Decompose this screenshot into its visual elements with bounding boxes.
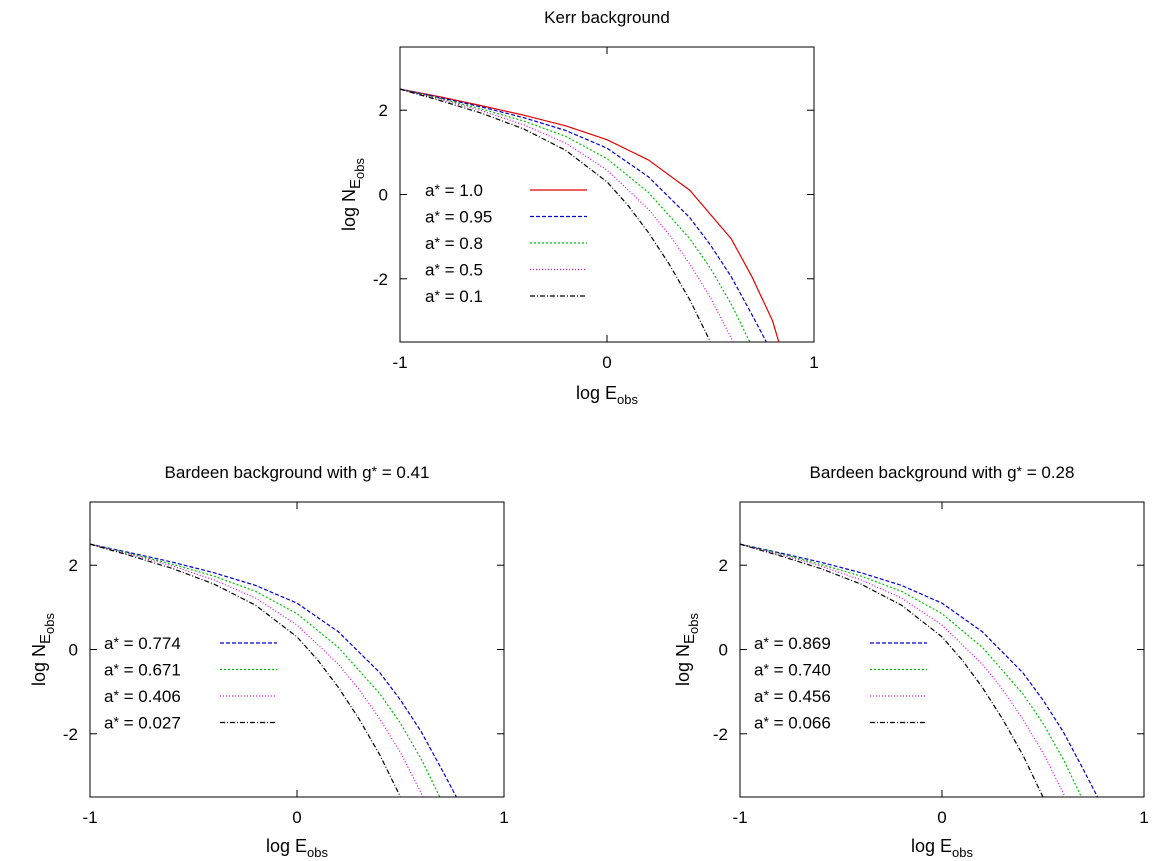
legend-label-3: a* = 0.027 bbox=[104, 714, 181, 733]
legend-label-1: a* = 0.740 bbox=[754, 661, 831, 680]
y-tick-label: 0 bbox=[379, 186, 388, 205]
series-line-1 bbox=[90, 543, 441, 797]
series-line-2 bbox=[400, 88, 751, 342]
legend-label-1: a* = 0.671 bbox=[104, 661, 181, 680]
chart-bardeen-g028: Bardeen background with g* = 0.28 -1 0 1 -2 0… bbox=[673, 463, 1149, 860]
series-line-2 bbox=[740, 543, 1066, 797]
legend-label-4: a* = 0.1 bbox=[425, 287, 483, 306]
series-line-3 bbox=[90, 543, 402, 797]
series-group bbox=[740, 543, 1099, 797]
legend-label-3: a* = 0.066 bbox=[754, 714, 831, 733]
series-line-3 bbox=[740, 543, 1044, 797]
series-line-0 bbox=[90, 543, 457, 797]
legend-label-3: a* = 0.5 bbox=[425, 261, 483, 280]
series-line-1 bbox=[740, 543, 1082, 797]
y-tick-label: -2 bbox=[713, 725, 728, 744]
legend-label-2: a* = 0.8 bbox=[425, 234, 483, 253]
legend-label-0: a* = 0.869 bbox=[754, 634, 831, 653]
series-line-0 bbox=[400, 88, 780, 342]
series-line-0 bbox=[740, 543, 1099, 797]
x-axis-label: log Eobs bbox=[576, 383, 638, 407]
x-tick-label: 1 bbox=[499, 808, 508, 827]
x-axis-label: log Eobs bbox=[266, 836, 328, 860]
legend-label-2: a* = 0.406 bbox=[104, 687, 181, 706]
series-line-4 bbox=[400, 88, 712, 342]
legend-label-2: a* = 0.456 bbox=[754, 687, 831, 706]
series-group bbox=[400, 88, 780, 342]
y-axis-label: log NEobs bbox=[29, 613, 57, 687]
x-tick-label: 0 bbox=[292, 808, 301, 827]
y-tick-label: 0 bbox=[719, 641, 728, 660]
chart-kerr: Kerr background -1 0 1 -2 0 2 log Eobs log NEobs… bbox=[339, 8, 819, 407]
x-tick-label: -1 bbox=[732, 808, 747, 827]
x-tick-label: -1 bbox=[392, 353, 407, 372]
x-tick-label: 1 bbox=[1139, 808, 1148, 827]
legend-label-0: a* = 0.774 bbox=[104, 634, 181, 653]
x-tick-label: -1 bbox=[82, 808, 97, 827]
series-line-1 bbox=[400, 88, 767, 342]
x-tick-label: 0 bbox=[602, 353, 611, 372]
x-tick-label: 1 bbox=[809, 353, 818, 372]
y-tick-label: -2 bbox=[63, 725, 78, 744]
x-axis-label: log Eobs bbox=[911, 836, 973, 860]
legend-label-1: a* = 0.95 bbox=[425, 208, 492, 227]
y-axis-label: log NEobs bbox=[339, 158, 367, 232]
y-tick-label: 0 bbox=[69, 641, 78, 660]
legend-label-0: a* = 1.0 bbox=[425, 181, 483, 200]
chart-title: Kerr background bbox=[544, 8, 670, 27]
chart-title: Bardeen background with g* = 0.41 bbox=[165, 463, 430, 482]
y-tick-label: -2 bbox=[373, 270, 388, 289]
chart-bardeen-g041: Bardeen background with g* = 0.41 -1 0 1 -2 0… bbox=[29, 463, 509, 860]
x-tick-label: 0 bbox=[937, 808, 946, 827]
y-tick-label: 2 bbox=[379, 101, 388, 120]
y-axis-label: log NEobs bbox=[673, 613, 701, 687]
chart-title: Bardeen background with g* = 0.28 bbox=[810, 463, 1075, 482]
series-group bbox=[90, 543, 457, 797]
y-tick-label: 2 bbox=[69, 556, 78, 575]
y-tick-label: 2 bbox=[719, 556, 728, 575]
